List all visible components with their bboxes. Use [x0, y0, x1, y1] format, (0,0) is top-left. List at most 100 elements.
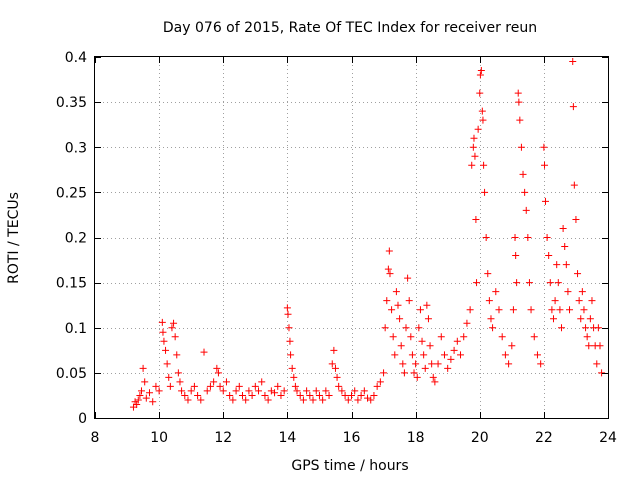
data-point	[566, 306, 574, 314]
data-point	[444, 364, 452, 372]
x-tick-label: 20	[471, 430, 489, 446]
data-point	[139, 364, 147, 372]
data-point	[482, 234, 490, 241]
data-point	[468, 161, 476, 169]
data-point	[399, 360, 407, 368]
data-point	[149, 398, 157, 406]
grid-lines	[95, 57, 608, 418]
data-point	[487, 315, 495, 323]
data-point	[474, 125, 482, 133]
data-point	[472, 215, 480, 223]
data-point	[572, 215, 580, 223]
data-point	[514, 89, 522, 97]
data-point	[274, 382, 282, 390]
data-point	[582, 324, 590, 332]
data-point	[517, 143, 525, 151]
data-point	[492, 288, 500, 296]
data-point	[288, 364, 296, 372]
y-tick-label: 0.1	[65, 321, 87, 337]
data-point	[450, 346, 458, 354]
data-point	[476, 89, 484, 97]
data-point	[261, 391, 269, 399]
data-point	[564, 288, 572, 296]
data-point	[181, 391, 189, 399]
data-point	[426, 342, 434, 350]
data-point	[385, 247, 393, 255]
data-point	[165, 373, 173, 381]
data-point	[200, 348, 208, 356]
x-tick-label: 16	[343, 430, 361, 446]
data-point	[473, 279, 481, 287]
data-point	[415, 324, 423, 332]
data-point	[394, 301, 402, 309]
data-point	[341, 391, 349, 399]
data-point	[424, 315, 432, 323]
data-point	[524, 234, 532, 241]
data-point	[412, 360, 420, 368]
data-point	[330, 346, 338, 354]
data-point	[470, 134, 478, 142]
data-point	[541, 161, 549, 169]
data-point	[271, 389, 279, 397]
x-tick-label: 22	[535, 430, 553, 446]
data-point	[543, 234, 551, 241]
y-tick-label: 0.4	[65, 50, 87, 66]
data-point	[333, 373, 341, 381]
data-point	[437, 333, 445, 341]
data-point	[296, 391, 304, 399]
y-tick-label: 0.05	[56, 366, 87, 382]
data-point	[380, 369, 388, 377]
x-tick-label: 14	[278, 430, 296, 446]
data-point	[213, 364, 221, 372]
x-tick-label: 8	[91, 430, 100, 446]
data-point	[562, 261, 570, 269]
data-point	[460, 333, 468, 341]
data-point	[541, 197, 549, 205]
data-point	[521, 188, 529, 196]
data-point	[173, 351, 181, 359]
data-point	[163, 360, 171, 368]
x-tick-label: 24	[599, 430, 617, 446]
x-axis-label: GPS time / hours	[291, 458, 408, 474]
y-tick-labels: 0 0.05 0.1 0.15 0.2 0.25 0.3 0.35 0.4	[56, 50, 87, 427]
data-point	[516, 116, 524, 124]
data-point	[290, 373, 298, 381]
data-point	[396, 315, 404, 323]
data-point	[525, 279, 533, 287]
data-point	[251, 382, 259, 390]
data-point	[431, 378, 439, 386]
data-point	[235, 382, 243, 390]
chart-title: Day 076 of 2015, Rate Of TEC Index for r…	[163, 20, 537, 36]
data-point	[137, 387, 145, 395]
data-point	[407, 333, 415, 341]
data-point	[203, 387, 211, 395]
data-point	[194, 391, 202, 399]
data-point	[248, 391, 256, 399]
data-point	[155, 387, 163, 395]
data-point	[367, 396, 375, 404]
data-point	[364, 394, 372, 402]
data-point	[277, 391, 285, 399]
y-axis-label: ROTI / TECUs	[6, 192, 22, 284]
data-point	[222, 378, 230, 386]
data-point	[466, 306, 474, 314]
y-tick-label: 0.35	[56, 95, 87, 111]
data-point	[515, 98, 523, 106]
data-point	[328, 360, 336, 368]
data-point	[583, 333, 591, 341]
data-point	[405, 297, 413, 305]
data-point	[381, 324, 389, 332]
data-point	[370, 391, 378, 399]
data-point	[453, 337, 461, 345]
y-tick-label: 0.25	[56, 185, 87, 201]
data-point	[558, 324, 566, 332]
data-point	[553, 261, 561, 269]
data-point	[457, 351, 465, 359]
data-point	[551, 297, 559, 305]
data-points	[129, 58, 606, 411]
data-point	[299, 396, 307, 404]
data-point	[561, 243, 569, 251]
data-point	[505, 360, 513, 368]
data-point	[596, 342, 604, 350]
data-point	[360, 387, 368, 395]
